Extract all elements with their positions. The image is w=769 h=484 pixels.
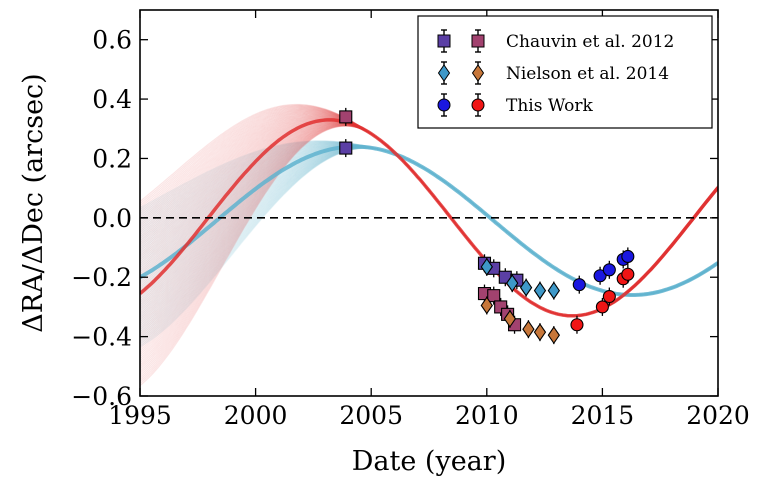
dec-data-point [547,281,561,300]
circle-marker [570,318,584,332]
legend-entry: Chauvin et al. 2012 [437,29,674,53]
dec-data-point [572,275,586,294]
dec-data-point [519,278,533,297]
best-fit-curves [140,118,718,318]
plot-frame [139,9,719,397]
y-axis-label: ΔRA/ΔDec (arcsec) [18,73,49,332]
diamond-marker [519,278,533,297]
diamond-marker [533,281,547,300]
diamond-marker [506,274,519,293]
y-tick-label: 0.4 [92,85,132,114]
dec-data-point [602,260,616,279]
ra-data-point [621,265,635,284]
legend-diamond-marker [437,64,451,82]
ra-data-point [487,286,501,305]
circle-marker [593,269,607,283]
dec-data-point [593,266,607,285]
diamond-marker [547,281,561,300]
square-marker [487,289,501,303]
x-tick-label: 2020 [686,401,750,430]
legend-circle-marker [437,98,451,112]
axes: 1995 2000 2005 2010 2015 2020 −0.6 −0.4 −0.2 0.0 0… [18,10,750,477]
circle-marker [572,278,586,292]
square-marker [339,110,353,124]
legend-square-marker [471,34,485,48]
x-tick-label: 2010 [455,401,519,430]
dec-data-point [339,139,353,158]
legend-entry: Nielson et al. 2014 [437,61,669,85]
y-tick-label: 0.0 [92,204,132,233]
diamond-marker [522,320,535,339]
circle-marker [602,289,616,304]
ra-data-point [602,287,616,306]
diamond-marker [480,296,493,315]
legend-circle-marker [471,98,485,112]
diamond-marker [480,257,493,276]
ra-data-point [570,315,584,334]
legend: Chauvin et al. 2012 Nielson et al. 2014 Th… [417,15,713,129]
y-tick-label: −0.2 [71,263,132,292]
ra-data-point [547,326,561,345]
x-tick-label: 2005 [339,401,403,430]
diamond-marker [533,323,547,342]
x-tick-label: 2000 [224,401,288,430]
x-tick-label: 2015 [571,401,635,430]
ra-data-point [533,323,547,342]
legend-label: This Work [506,96,594,116]
x-axis-label: Date (year) [352,446,506,477]
legend-diamond-marker [471,64,485,82]
diamond-marker [547,326,561,345]
square-marker [339,141,353,155]
data-points [339,107,635,345]
dec-data-point [621,247,635,266]
ra-fit-curve [140,118,718,318]
circle-marker [602,263,616,277]
dec-data-point [506,274,519,293]
circle-marker [621,249,635,263]
ra-data-point [503,309,517,328]
y-tick-label: 0.2 [92,144,132,173]
y-tick-label: −0.4 [71,323,132,352]
legend-entry: This Work [437,93,594,117]
dec-data-point [480,257,493,276]
dec-data-point [533,281,547,300]
circle-marker [621,267,635,281]
y-tick-label: −0.6 [71,382,132,411]
diamond-marker [503,309,517,328]
legend-square-marker [437,34,451,48]
ra-data-point [522,320,535,339]
ra-data-point [339,107,353,126]
legend-box [417,15,713,129]
y-tick-label: 0.6 [92,26,132,55]
x-tick-label: 1995 [108,401,172,430]
legend-label: Chauvin et al. 2012 [506,32,674,52]
legend-label: Nielson et al. 2014 [506,64,669,84]
ra-data-point [595,297,609,316]
circle-marker [595,300,609,314]
posterior-orbit-bands [140,103,718,387]
ra-data-point [480,296,493,315]
